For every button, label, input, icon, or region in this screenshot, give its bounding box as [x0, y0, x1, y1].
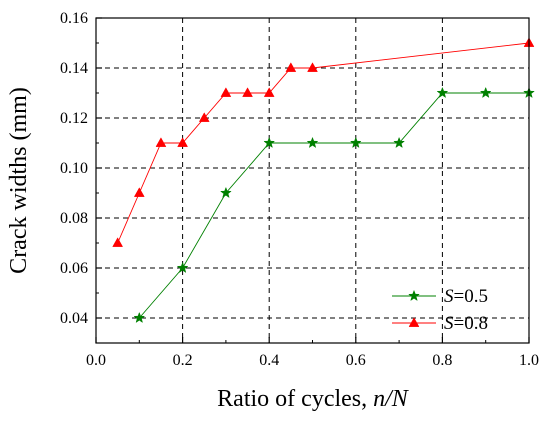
- x-tick-label: 0.4: [259, 352, 279, 369]
- data-point: [436, 86, 449, 99]
- axis-ticks: 0.0 0.2 0.4 0.6 0.8 1.0 0.04 0.06 0.08 0.10 0.12 0.…: [60, 10, 539, 369]
- y-tick-label: 0.06: [60, 260, 88, 277]
- y-tick-label: 0.16: [60, 10, 88, 27]
- data-point: [479, 86, 492, 99]
- data-point: [263, 136, 276, 149]
- legend-label: S=0.8: [444, 313, 488, 334]
- data-point: [307, 62, 318, 72]
- legend-entry: S=0.8: [392, 313, 488, 334]
- data-point: [133, 187, 145, 197]
- legend-marker: [408, 289, 420, 302]
- x-axis-label: Ratio of cycles, n/N: [217, 386, 410, 412]
- x-tick-label: 0.2: [173, 352, 193, 369]
- series-s08: [112, 37, 535, 247]
- series-s05: [133, 86, 535, 324]
- data-point: [393, 136, 406, 149]
- data-point: [349, 136, 362, 149]
- legend-marker: [408, 317, 420, 327]
- data-point: [220, 87, 232, 97]
- data-point: [263, 87, 275, 97]
- x-tick-label: 0.8: [432, 352, 452, 369]
- y-tick-label: 0.10: [60, 160, 88, 177]
- data-point: [133, 311, 146, 324]
- data-point: [112, 237, 124, 247]
- data-point: [242, 87, 253, 97]
- data-point: [198, 112, 210, 122]
- y-tick-label: 0.12: [60, 110, 88, 127]
- legend-entry: S=0.5: [392, 286, 488, 307]
- x-tick-label: 0.6: [346, 352, 366, 369]
- data-point: [285, 62, 297, 72]
- data-point: [176, 261, 189, 274]
- y-tick-label: 0.14: [60, 60, 88, 77]
- y-tick-label: 0.04: [60, 310, 88, 327]
- y-tick-label: 0.08: [60, 210, 88, 227]
- x-tick-label: 1.0: [519, 352, 539, 369]
- y-axis-label: Crack widths (mm): [6, 87, 32, 274]
- data-point: [177, 137, 188, 147]
- data-point: [306, 136, 319, 149]
- data-point: [155, 137, 167, 147]
- data-point: [219, 186, 232, 199]
- legend-label: S=0.5: [444, 286, 488, 307]
- series-line: [138, 92, 529, 319]
- x-tick-label: 0.0: [86, 352, 106, 369]
- legend: S=0.5 S=0.8: [392, 286, 488, 334]
- series-layer: [112, 37, 535, 324]
- grid-lines: [96, 18, 529, 343]
